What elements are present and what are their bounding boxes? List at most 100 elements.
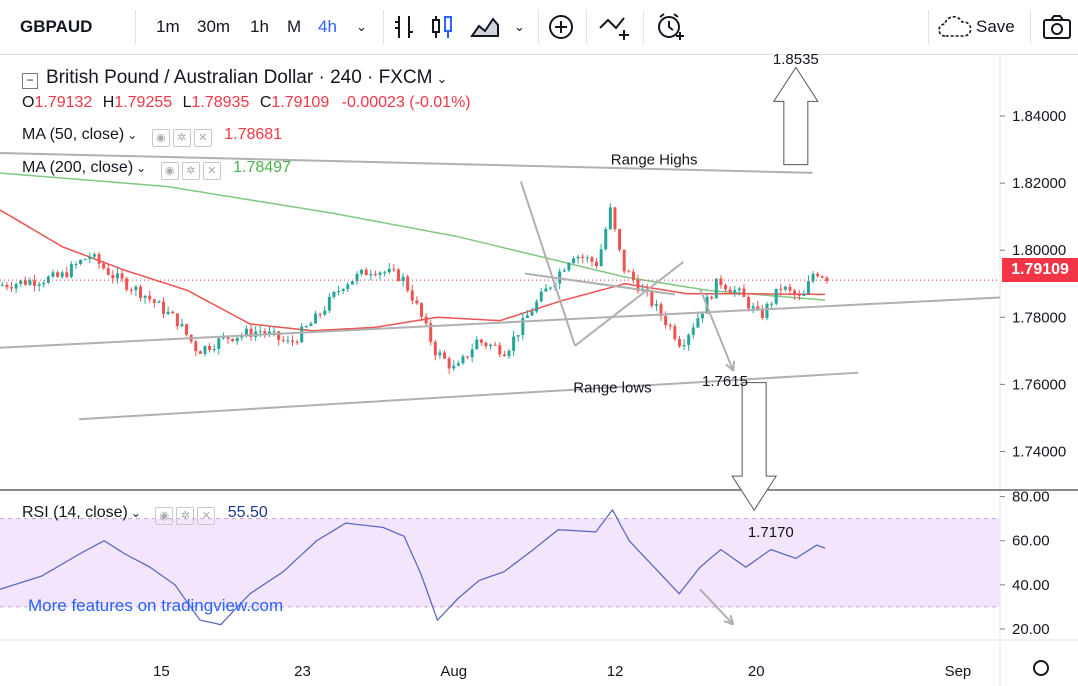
interval-dropdown-icon[interactable]: ⌄ bbox=[356, 19, 367, 34]
target-up-label: 1.8535 bbox=[773, 54, 819, 68]
candle-body bbox=[415, 300, 419, 304]
close-icon[interactable]: ✕ bbox=[193, 129, 212, 147]
candle-body bbox=[470, 349, 474, 358]
pattern-line bbox=[574, 261, 684, 347]
candle-body bbox=[654, 304, 658, 306]
pattern-line bbox=[519, 181, 576, 347]
candle-body bbox=[74, 264, 78, 266]
candle-body bbox=[60, 272, 64, 277]
rsi-line bbox=[0, 508, 826, 626]
high-label: H bbox=[102, 94, 115, 111]
candle-body bbox=[724, 285, 728, 290]
candle-body bbox=[42, 282, 46, 285]
chevron-down-icon[interactable]: ⌄ bbox=[130, 506, 141, 520]
camera-icon[interactable] bbox=[1042, 14, 1072, 40]
interval-4h[interactable]: 4h bbox=[318, 17, 337, 36]
candle-body bbox=[516, 335, 520, 337]
candle-body bbox=[267, 331, 271, 334]
candle-body bbox=[599, 249, 603, 267]
candle-style-icon[interactable] bbox=[430, 14, 454, 40]
candle-body bbox=[793, 290, 797, 296]
close-icon[interactable]: ✕ bbox=[202, 162, 221, 180]
candle-body bbox=[106, 268, 110, 275]
add-indicator-icon[interactable] bbox=[548, 14, 574, 40]
eye-icon[interactable]: ◉ bbox=[155, 507, 174, 525]
save-button[interactable]: Save bbox=[976, 17, 1015, 36]
alert-icon[interactable] bbox=[656, 12, 686, 42]
candle-body bbox=[19, 280, 23, 284]
gear-icon[interactable]: ✲ bbox=[176, 507, 195, 525]
projection-arrow-head bbox=[725, 360, 735, 372]
cloud-icon[interactable] bbox=[937, 16, 973, 40]
bar-style-icon[interactable] bbox=[392, 14, 416, 40]
range-highs-label: Range Highs bbox=[611, 152, 698, 169]
symbol-label[interactable]: GBPAUD bbox=[20, 17, 93, 36]
range-lows-label: Range lows bbox=[573, 380, 651, 397]
candle-body bbox=[171, 311, 175, 314]
candle-body bbox=[673, 326, 677, 339]
eye-icon[interactable]: ◉ bbox=[151, 129, 170, 147]
interval-1m[interactable]: 1m bbox=[156, 17, 180, 36]
candle-body bbox=[424, 316, 428, 324]
interval-30m[interactable]: 30m bbox=[197, 17, 231, 36]
candle-body bbox=[581, 256, 585, 259]
candle-body bbox=[756, 306, 760, 310]
candle-body bbox=[148, 295, 152, 300]
candle-body bbox=[507, 350, 511, 357]
chart-style-dropdown-icon[interactable]: ⌄ bbox=[514, 19, 525, 34]
chevron-down-icon[interactable]: ⌄ bbox=[436, 71, 448, 86]
candle-body bbox=[295, 341, 299, 343]
candle-body bbox=[728, 289, 732, 293]
collapse-icon[interactable]: − bbox=[22, 73, 38, 89]
candle-body bbox=[143, 295, 147, 298]
open-label: O bbox=[22, 94, 35, 111]
candle-body bbox=[152, 299, 156, 303]
candle-body bbox=[277, 331, 281, 340]
rsi-tick-label: 20.00 bbox=[1012, 621, 1050, 638]
candle-body bbox=[272, 331, 276, 333]
candle-body bbox=[608, 207, 612, 230]
eye-icon[interactable]: ◉ bbox=[160, 162, 179, 180]
candle-body bbox=[396, 269, 400, 281]
candle-body bbox=[419, 303, 423, 317]
candle-body bbox=[765, 303, 769, 318]
gear-icon[interactable]: ✲ bbox=[172, 129, 191, 147]
gear-icon[interactable]: ✲ bbox=[181, 162, 200, 180]
chart-title: British Pound / Australian Dollar · 240 … bbox=[46, 67, 433, 88]
chevron-down-icon[interactable]: ⌄ bbox=[127, 128, 138, 142]
chevron-down-icon[interactable]: ⌄ bbox=[136, 161, 147, 175]
watermark-link[interactable]: More features on tradingview.com bbox=[28, 596, 284, 615]
candle-body bbox=[166, 311, 170, 314]
chart-canvas[interactable]: 1.84000 1.82000 1.80000 1.78000 1.76000 1.740… bbox=[0, 54, 1078, 686]
candle-body bbox=[286, 340, 290, 342]
settings-gear-icon[interactable] bbox=[1033, 660, 1049, 676]
interval-1h[interactable]: 1h bbox=[250, 17, 269, 36]
candle-body bbox=[456, 363, 460, 366]
candle-body bbox=[111, 274, 115, 279]
open-value: 1.79132 bbox=[34, 94, 93, 111]
area-style-icon[interactable] bbox=[470, 14, 500, 40]
candle-body bbox=[489, 344, 493, 347]
candle-body bbox=[300, 326, 304, 343]
candle-body bbox=[231, 338, 235, 342]
close-icon[interactable]: ✕ bbox=[197, 507, 216, 525]
low-value: 1.78935 bbox=[191, 94, 250, 111]
toolbar-divider bbox=[643, 10, 644, 44]
candle-body bbox=[194, 341, 198, 352]
candle-body bbox=[51, 272, 55, 277]
candle-body bbox=[806, 281, 810, 294]
compare-icon[interactable] bbox=[598, 12, 632, 42]
price-tick-label: 1.78000 bbox=[1012, 309, 1066, 326]
candle-body bbox=[466, 356, 470, 358]
candle-body bbox=[327, 296, 331, 311]
ma200-label: MA (200, close) bbox=[22, 159, 134, 176]
candle-body bbox=[28, 280, 32, 285]
candle-body bbox=[733, 290, 737, 293]
interval-m[interactable]: M bbox=[287, 17, 302, 36]
candle-body bbox=[433, 341, 437, 356]
price-tick-label: 1.76000 bbox=[1012, 376, 1066, 393]
candle-body bbox=[212, 348, 216, 350]
candle-body bbox=[79, 259, 83, 265]
candle-body bbox=[816, 273, 820, 277]
ma200-legend: MA (200, close) ⌄ ◉ ✲ ✕ 1.78497 bbox=[22, 159, 291, 180]
